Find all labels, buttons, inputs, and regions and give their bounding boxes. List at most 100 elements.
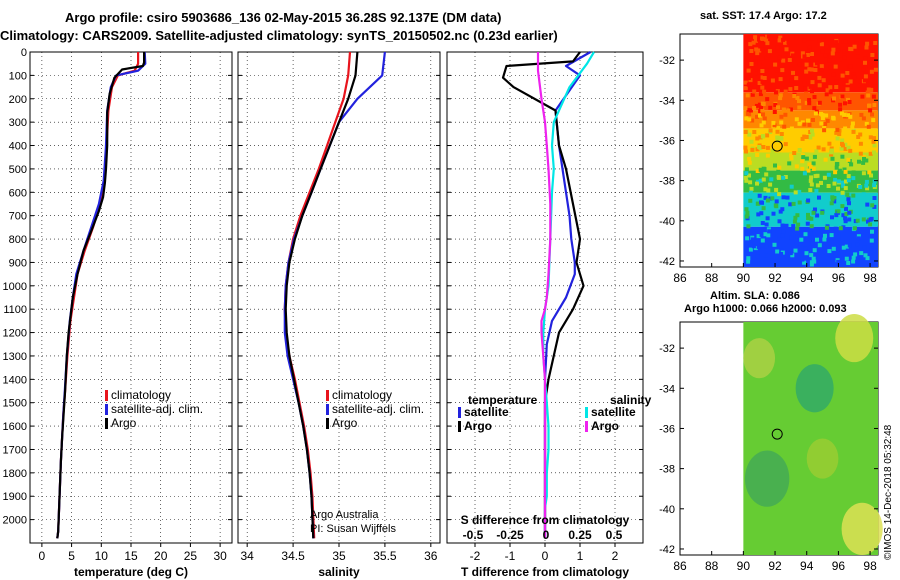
y-tick-label: 1900 [3, 491, 27, 503]
sst-pixel [843, 146, 848, 151]
sst-pixel [827, 58, 832, 63]
sst-pixel [866, 93, 871, 98]
sst-pixel [858, 185, 863, 189]
sst-pixel [795, 96, 800, 100]
sst-pixel [847, 210, 852, 215]
sst-pixel [748, 198, 753, 203]
sst-pixel [806, 168, 811, 173]
y-tick-label: 2000 [3, 515, 27, 527]
y-tick-label: 500 [9, 164, 27, 176]
x-tick-label: -2 [470, 549, 481, 563]
sst-pixel [815, 183, 820, 188]
map-x-tick-label: 94 [800, 559, 814, 573]
sst-pixel [765, 133, 770, 138]
sst-pixel [836, 48, 841, 53]
sst-pixel [809, 67, 814, 72]
sst-pixel [834, 162, 839, 167]
sst-pixel [838, 57, 843, 62]
sst-pixel [747, 156, 752, 161]
sst-pixel [825, 118, 830, 123]
sst-pixel [845, 87, 850, 92]
sst-pixel [779, 120, 784, 125]
sst-pixel [867, 170, 872, 175]
sst-pixel [754, 71, 759, 76]
sst-pixel [851, 193, 856, 198]
sst-pixel [818, 87, 822, 92]
sst-pixel [754, 82, 759, 87]
sst-pixel [830, 197, 835, 202]
sla-map-subtitle: Argo h1000: 0.066 h2000: 0.093 [684, 303, 847, 315]
sst-pixel [869, 69, 874, 74]
sst-pixel [809, 262, 814, 267]
sst-pixel [849, 162, 854, 167]
sst-pixel [755, 169, 760, 173]
sst-pixel [770, 196, 775, 201]
sst-pixel [837, 168, 842, 173]
sst-pixel [749, 186, 754, 191]
sst-pixel [832, 96, 836, 101]
sst-pixel [792, 219, 797, 224]
sst-pixel [769, 177, 774, 182]
sst-pixel [822, 128, 827, 133]
sst-pixel [867, 88, 872, 93]
sst-pixel [778, 136, 783, 140]
map-y-tick-label: -38 [659, 176, 675, 188]
sst-pixel [783, 112, 788, 117]
sst-pixel [787, 58, 792, 62]
sst-pixel [744, 178, 749, 183]
sst-pixel [838, 107, 843, 112]
sst-pixel [780, 207, 785, 212]
sst-pixel [746, 224, 751, 229]
sst-pixel [870, 53, 875, 57]
legend-swatch [326, 404, 329, 415]
sst-pixel [776, 105, 780, 110]
sst-pixel [799, 252, 804, 256]
sst-pixel [747, 160, 752, 165]
sst-pixel [761, 112, 765, 117]
sst-pixel [789, 184, 794, 189]
sst-pixel [802, 54, 807, 59]
sst-pixel [775, 138, 780, 143]
sst-pixel [753, 59, 758, 64]
sst-pixel [841, 183, 846, 188]
sst-pixel [777, 165, 782, 170]
series-line-Argo [284, 51, 359, 539]
sst-pixel [747, 173, 751, 178]
sst-pixel [807, 67, 812, 72]
x-axis-label: T difference from climatology [461, 565, 629, 579]
sst-pixel [806, 57, 811, 62]
sst-pixel [823, 53, 828, 58]
sst-pixel [841, 213, 846, 218]
series-line-salinity-satellite [542, 51, 595, 539]
sst-pixel [864, 45, 869, 50]
sst-pixel [847, 201, 851, 206]
sst-pixel [814, 188, 819, 193]
sst-pixel [808, 178, 813, 183]
sst-pixel [811, 118, 815, 122]
sst-pixel [774, 187, 779, 192]
sst-pixel [782, 124, 787, 129]
sst-pixel [836, 234, 841, 239]
map-x-tick-label: 98 [863, 559, 877, 573]
sst-pixel [864, 121, 869, 126]
sst-pixel [806, 216, 811, 221]
sst-pixel [868, 234, 873, 238]
sst-pixel [793, 215, 798, 220]
sst-pixel [743, 80, 748, 85]
sst-pixel [809, 260, 814, 265]
sst-pixel [846, 174, 851, 179]
sst-pixel [757, 70, 762, 75]
sst-pixel [755, 114, 759, 119]
sst-pixel [795, 234, 800, 239]
sst-pixel [807, 98, 812, 102]
sst-pixel [765, 97, 770, 102]
x-tick-label: 36 [424, 549, 438, 563]
sst-pixel [775, 135, 780, 140]
sst-pixel [758, 135, 763, 140]
sst-pixel [807, 122, 812, 127]
sst-pixel [865, 41, 870, 46]
sst-pixel [755, 136, 760, 141]
sst-pixel [748, 78, 753, 83]
sst-pixel [823, 233, 827, 238]
sst-pixel [872, 143, 877, 148]
